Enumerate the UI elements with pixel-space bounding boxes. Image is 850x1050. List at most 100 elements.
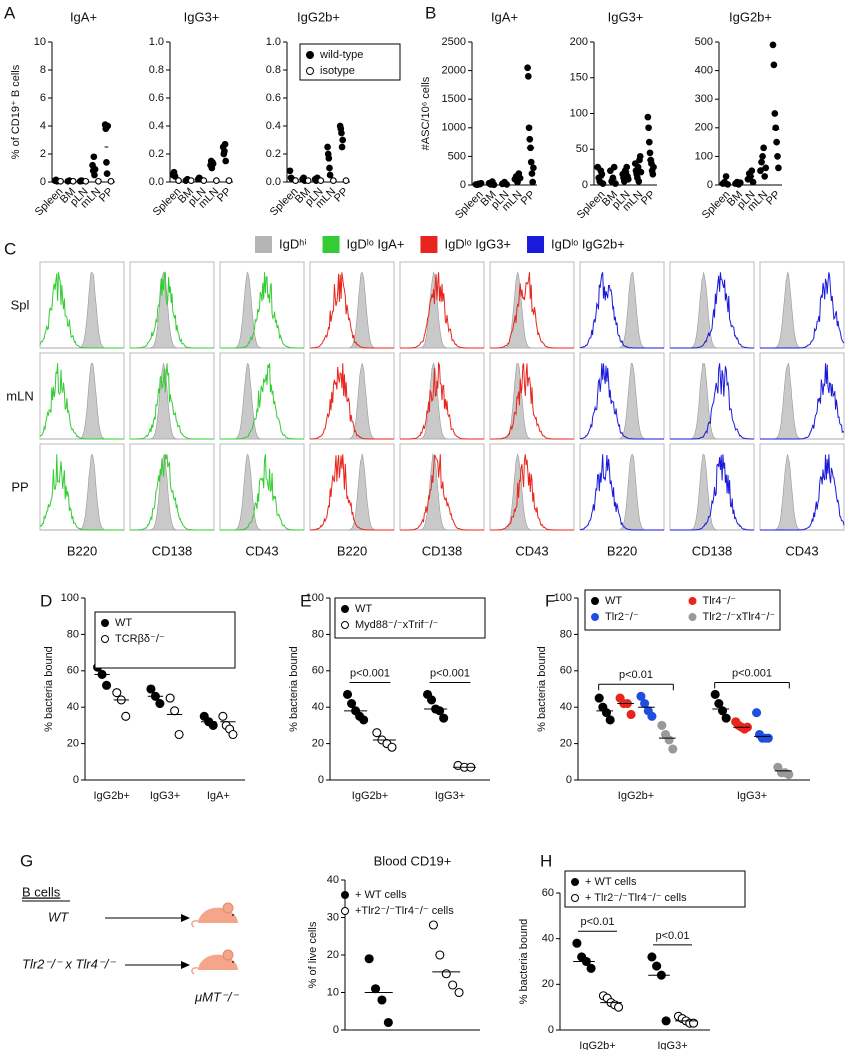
sample-histogram <box>39 454 124 531</box>
sample-histogram <box>130 271 214 349</box>
y-tick-label: 100 <box>570 107 588 119</box>
y-tick-label: 1500 <box>442 93 466 105</box>
data-point <box>338 143 346 151</box>
legend-marker <box>341 891 349 899</box>
sample-histogram <box>670 272 754 349</box>
p-value: p<0.01 <box>619 669 653 681</box>
mouse-eye <box>232 914 234 916</box>
chart-title: IgG2b+ <box>297 9 340 24</box>
y-tick-label: 50 <box>576 143 588 155</box>
data-point <box>717 706 728 716</box>
data-point <box>91 171 98 179</box>
sample-histogram <box>130 363 214 440</box>
p-value: p<0.01 <box>581 916 615 928</box>
y-tick-label: 6 <box>40 92 46 104</box>
x-tick-label: IgA+ <box>207 790 230 802</box>
sample-histogram <box>579 363 664 440</box>
sample-histogram <box>400 454 484 531</box>
p-value: p<0.001 <box>430 667 470 679</box>
legend-label: + Tlr2⁻/⁻Tlr4⁻/⁻ cells <box>585 892 687 904</box>
y-axis-label: % bacteria bound <box>536 646 548 732</box>
data-point <box>82 177 90 185</box>
chart-title: Blood CD19+ <box>374 853 452 868</box>
histogram-cell <box>579 261 665 349</box>
y-tick-label: 40 <box>542 933 554 945</box>
histogram-cell <box>669 443 755 531</box>
mouse-icon <box>191 949 238 975</box>
data-point <box>758 158 765 166</box>
y-tick-label: 0 <box>582 179 588 191</box>
histogram-cell <box>309 443 395 531</box>
data-point <box>338 129 345 137</box>
data-point <box>664 735 674 745</box>
data-point <box>370 984 381 994</box>
chart-title: IgG3+ <box>608 9 644 24</box>
y-tick-label: 0.6 <box>266 92 281 104</box>
mouse-icon <box>191 902 238 928</box>
x-tick-label: IgG2b+ <box>618 790 654 802</box>
legend-marker <box>341 907 349 915</box>
y-tick-label: 80 <box>312 628 324 640</box>
legend-marker <box>341 605 349 613</box>
legend-marker <box>341 621 349 629</box>
x-tick-label: IgG2b+ <box>579 1040 615 1050</box>
y-tick-label: 0 <box>548 1024 554 1036</box>
histogram-cell <box>219 261 305 349</box>
y-tick-label: 20 <box>312 738 324 750</box>
x-tick-label: IgG2b+ <box>352 790 388 802</box>
data-point <box>769 41 777 49</box>
data-point <box>635 178 643 185</box>
data-point <box>724 181 732 188</box>
legend-label: wild-type <box>319 49 363 61</box>
y-tick-label: 1.0 <box>149 36 164 48</box>
data-point <box>645 124 652 132</box>
data-point <box>317 177 325 184</box>
data-point <box>218 711 228 721</box>
panel-letter: E <box>300 591 311 610</box>
data-point <box>637 168 645 176</box>
data-point <box>594 693 604 703</box>
chart-title: IgA+ <box>491 9 518 24</box>
data-point <box>647 952 657 962</box>
y-tick-label: 60 <box>560 665 572 677</box>
y-tick-label: 100 <box>306 592 324 604</box>
data-point <box>644 113 652 121</box>
mouse-eye <box>232 961 234 963</box>
data-point <box>710 689 720 700</box>
y-tick-label: 60 <box>542 887 554 899</box>
y-tick-label: 100 <box>695 150 713 162</box>
data-point <box>448 980 458 990</box>
chart-title: IgA+ <box>70 9 97 24</box>
y-tick-label: 0.2 <box>266 148 281 160</box>
sample-histogram <box>760 454 845 531</box>
data-point <box>721 713 731 723</box>
data-point <box>636 153 644 160</box>
y-tick-label: 40 <box>312 701 324 713</box>
legend-marker <box>688 613 697 621</box>
data-point <box>784 769 794 780</box>
histogram-cell <box>219 352 305 440</box>
data-point <box>339 136 347 144</box>
data-point <box>527 158 535 166</box>
data-point <box>225 177 233 184</box>
data-point <box>121 711 131 721</box>
y-tick-label: 8 <box>40 64 46 76</box>
data-point <box>428 920 439 930</box>
data-point <box>647 711 657 721</box>
y-tick-label: 300 <box>695 93 713 105</box>
histogram-cell <box>39 261 125 349</box>
y-tick-label: 20 <box>327 949 339 961</box>
y-tick-label: 150 <box>570 72 588 84</box>
legend-marker <box>688 597 697 605</box>
panel-letter: A <box>4 3 16 22</box>
legend-marker <box>591 597 599 605</box>
data-point <box>572 938 582 948</box>
data-point <box>383 1017 393 1028</box>
recipient-label: μMT⁻/⁻ <box>194 989 239 1004</box>
panel-letter: D <box>40 591 52 610</box>
data-point <box>222 157 230 165</box>
y-tick-label: 40 <box>560 701 572 713</box>
y-tick-label: 1.0 <box>266 36 281 48</box>
data-point <box>364 954 374 964</box>
sample-histogram <box>220 363 304 440</box>
